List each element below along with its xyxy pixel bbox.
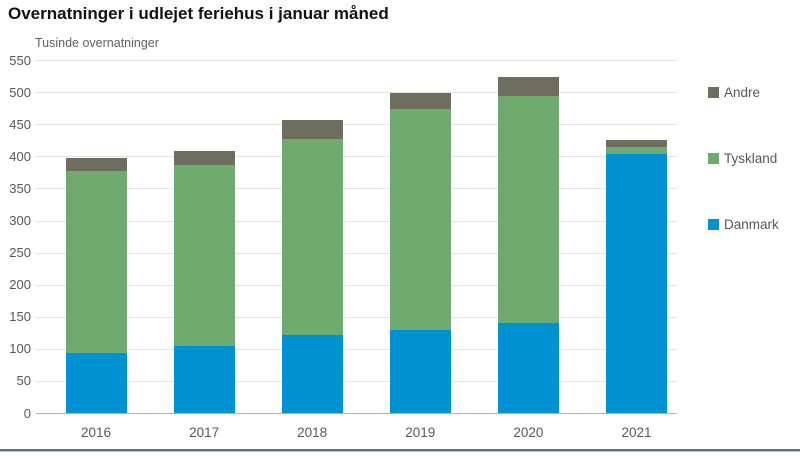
bar-segment-andre-2018 (281, 120, 343, 139)
gridline (36, 124, 677, 126)
bar-segment-tyskland-2017 (173, 165, 235, 346)
y-axis-tick-label: 550 (9, 52, 31, 68)
bar-segment-danmark-2017 (173, 345, 235, 413)
y-axis-unit-label: Tusinde overnatninger (35, 36, 159, 50)
legend-swatch-icon (708, 87, 719, 98)
bar-segment-andre-2019 (389, 92, 451, 109)
bar-segment-danmark-2018 (281, 334, 343, 413)
bar-segment-danmark-2016 (65, 352, 127, 413)
bar-segment-tyskland-2018 (281, 138, 343, 335)
y-axis-tick-label: 250 (9, 245, 31, 260)
y-axis-tick-label: 450 (9, 116, 31, 132)
bar-segment-danmark-2019 (389, 329, 451, 413)
bar-segment-andre-2017 (173, 150, 235, 166)
y-axis-tick-label: 0 (23, 405, 31, 421)
gridline (36, 156, 677, 158)
y-axis-tick-label: 200 (9, 277, 31, 293)
x-axis-tick-label: 2021 (621, 425, 652, 440)
legend-item-danmark: Danmark (708, 216, 779, 232)
gridline (36, 316, 677, 318)
x-axis-baseline (36, 413, 677, 414)
legend-item-tyskland: Tyskland (708, 150, 778, 166)
legend-swatch-icon (708, 219, 719, 230)
bar-segment-danmark-2021 (606, 154, 667, 413)
chart-title: Overnatninger i udlejet feriehus i janua… (8, 4, 389, 23)
legend-item-andre: Andre (708, 84, 761, 100)
bar-segment-tyskland-2021 (606, 146, 667, 155)
x-axis-tick-label: 2017 (189, 425, 220, 440)
gridline (36, 92, 677, 94)
y-axis-tick-label: 500 (9, 84, 31, 100)
y-axis-tick-label: 350 (9, 180, 31, 196)
bottom-divider (0, 449, 800, 452)
bar-segment-andre-2021 (606, 139, 667, 147)
legend-label: Andre (724, 85, 761, 100)
x-axis-tick-label: 2018 (297, 425, 328, 440)
x-axis-tick-label: 2016 (80, 425, 112, 440)
legend-swatch-icon (708, 153, 719, 164)
gridline (36, 284, 677, 286)
legend-label: Tyskland (724, 151, 778, 166)
y-axis-tick-label: 150 (9, 309, 31, 325)
x-axis-tick-label: 2019 (405, 425, 436, 440)
bar-segment-andre-2016 (65, 157, 127, 172)
gridline (36, 380, 677, 382)
bar-segment-tyskland-2019 (389, 108, 451, 330)
y-axis-tick-label: 50 (16, 373, 31, 389)
y-axis-tick-label: 400 (9, 148, 31, 164)
gridline (36, 188, 677, 190)
gridline (36, 348, 677, 350)
legend-label: Danmark (724, 217, 779, 232)
bar-segment-tyskland-2016 (65, 171, 127, 353)
gridline (36, 252, 677, 254)
bar-segment-danmark-2020 (497, 323, 559, 413)
y-axis-tick-label: 300 (9, 213, 31, 228)
gridline (36, 220, 677, 222)
bar-segment-tyskland-2020 (497, 95, 559, 324)
x-axis-tick-label: 2020 (513, 425, 544, 440)
bar-segment-andre-2020 (497, 77, 559, 96)
gridline (36, 60, 677, 61)
y-axis-tick-label: 100 (9, 341, 31, 357)
plot-area (36, 60, 677, 414)
